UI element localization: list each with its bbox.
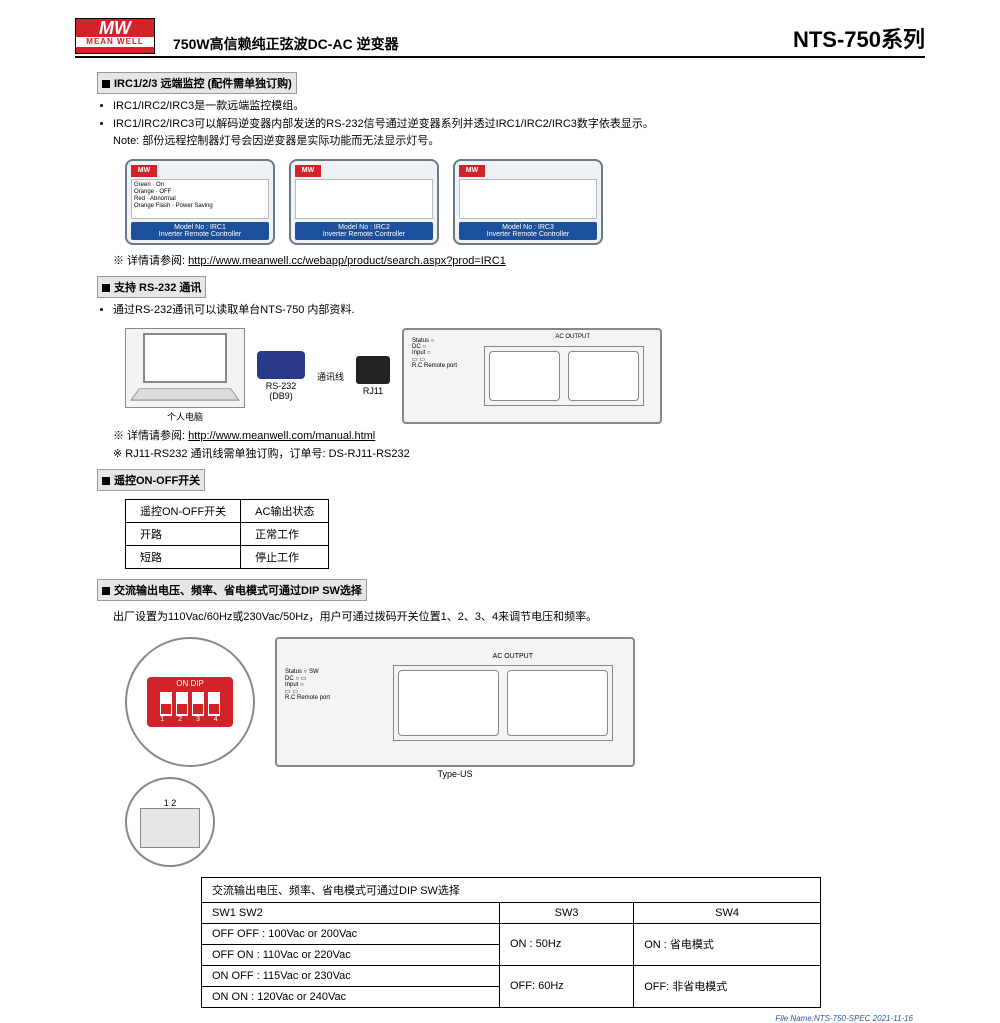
section-rs232-heading: 支持 RS-232 通讯 bbox=[97, 276, 206, 298]
cable-label: 通讯线 bbox=[317, 370, 344, 383]
rs232-ref2: ※ RJ11-RS232 通讯线需单独订购，订单号: DS-RJ11-RS232 bbox=[113, 446, 925, 464]
dip-zoom-circle: ON DIP 1 2 3 4 bbox=[125, 637, 255, 767]
rj11-connector-icon bbox=[356, 356, 390, 384]
inverter-typeus-icon: Status ○ SWDC ○ ▭Input ○▭ ▭R.C Remote po… bbox=[275, 637, 635, 767]
page-title: 750W高信赖纯正弦波DC-AC 逆变器 bbox=[155, 34, 793, 54]
irc-ref: ※ 详情请参阅: http://www.meanwell.cc/webapp/p… bbox=[113, 253, 925, 271]
irc-link[interactable]: http://www.meanwell.cc/webapp/product/se… bbox=[188, 255, 506, 267]
section-onoff-heading: 遥控ON-OFF开关 bbox=[97, 469, 205, 491]
section-irc-heading: IRC1/2/3 远端监控 (配件需单独订购) bbox=[97, 72, 297, 94]
laptop-icon bbox=[125, 328, 245, 408]
dip-desc: 出厂设置为110Vac/60Hz或230Vac/50Hz，用户可通过拨码开关位置… bbox=[113, 609, 925, 627]
dip-switch-icon: ON DIP 1 2 3 4 bbox=[147, 677, 233, 727]
type-label: Type-US bbox=[275, 769, 635, 779]
rs232-bullet: 通过RS-232通讯可以读取单台NTS-750 内部资料. bbox=[113, 302, 925, 320]
db9-connector-icon bbox=[257, 351, 305, 379]
page-header: MW MEAN WELL 750W高信赖纯正弦波DC-AC 逆变器 NTS-75… bbox=[75, 18, 925, 58]
dip-table: 交流输出电压、频率、省电模式可通过DIP SW选择 SW1 SW2SW3SW4 … bbox=[201, 877, 821, 1008]
irc-bullets: IRC1/IRC2/IRC3是一款远端监控模组。 IRC1/IRC2/IRC3可… bbox=[113, 98, 925, 133]
datasheet-page: MW MEAN WELL 750W高信赖纯正弦波DC-AC 逆变器 NTS-75… bbox=[75, 18, 925, 1023]
footer-filename: File Name:NTS-750-SPEC 2021-11-16 bbox=[75, 1014, 925, 1023]
inverter-device-icon: Status ○DC ○Input ○▭ ▭R.C Remote port AC… bbox=[402, 328, 662, 424]
irc-modules-row: MW Green · OnOrange · OFFRed · AbnormalO… bbox=[125, 159, 925, 245]
section-dip-heading: 交流输出电压、频率、省电模式可通过DIP SW选择 bbox=[97, 579, 367, 601]
irc2-box: MW Model No : IRC2Inverter Remote Contro… bbox=[289, 159, 439, 245]
irc3-box: MW Model No : IRC3Inverter Remote Contro… bbox=[453, 159, 603, 245]
irc1-box: MW Green · OnOrange · OFFRed · AbnormalO… bbox=[125, 159, 275, 245]
rs232-diagram: 个人电脑 RS-232 (DB9) 通讯线 RJ11 Status ○DC ○I… bbox=[125, 328, 925, 424]
onoff-table: 遥控ON-OFF开关AC输出状态 开路正常工作 短路停止工作 bbox=[125, 499, 329, 569]
rs232-ref1: ※ 详情请参阅: http://www.meanwell.com/manual.… bbox=[113, 428, 925, 446]
series-label: NTS-750系列 bbox=[793, 22, 925, 54]
terminal-zoom-circle: 1 2 bbox=[125, 777, 215, 867]
meanwell-logo: MW MEAN WELL bbox=[75, 18, 155, 54]
dip-diagram: ON DIP 1 2 3 4 1 2 Status ○ SWDC ○ ▭Inpu… bbox=[125, 637, 925, 867]
irc-note: Note: 部份远程控制器灯号会因逆变器是实际功能而无法显示灯号。 bbox=[113, 133, 925, 151]
